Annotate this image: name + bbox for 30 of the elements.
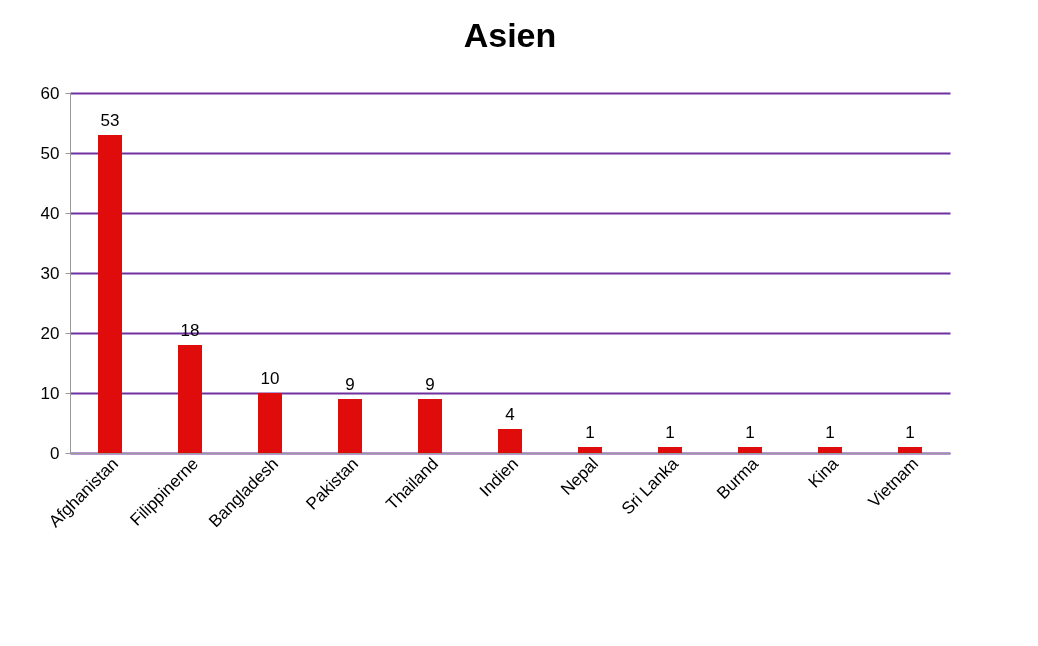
bar [338,399,362,453]
data-label: 1 [825,423,835,442]
chart-title: Asien [463,16,557,54]
data-label: 1 [665,423,675,442]
data-label: 9 [345,375,355,394]
bar [578,447,602,453]
bar [898,447,922,453]
y-tick-label: 50 [40,143,60,163]
data-label: 1 [745,423,755,442]
data-label: 53 [100,111,120,130]
y-tick-label: 0 [50,443,60,463]
y-tick-label: 30 [40,263,60,283]
bar [418,399,442,453]
data-label: 1 [905,423,915,442]
x-tick-label: Kina [804,453,843,492]
data-label: 9 [425,375,435,394]
bar [98,135,122,453]
data-label: 4 [505,405,515,424]
bar [658,447,682,453]
y-tick-label: 60 [40,83,60,103]
y-tick-label: 10 [40,383,60,403]
bar [818,447,842,453]
data-label: 1 [585,423,595,442]
bar [738,447,762,453]
y-tick-label: 20 [40,323,60,343]
bar [258,393,282,453]
bar [498,429,522,453]
bar [178,345,202,453]
data-label: 10 [260,369,280,388]
y-tick-label: 40 [40,203,60,223]
